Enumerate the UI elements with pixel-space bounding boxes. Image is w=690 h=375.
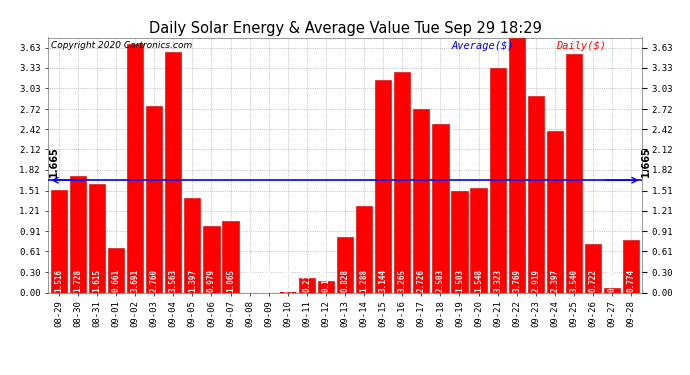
Bar	[299, 278, 315, 292]
Bar	[108, 248, 124, 292]
Text: 3.540: 3.540	[569, 269, 578, 292]
Text: 2.919: 2.919	[531, 269, 540, 292]
Bar	[89, 183, 105, 292]
Bar	[146, 106, 162, 292]
Bar	[528, 96, 544, 292]
Text: 1.665: 1.665	[49, 147, 59, 177]
Text: 0.000: 0.000	[264, 269, 273, 292]
Text: 0.000: 0.000	[245, 269, 254, 292]
Text: Average($): Average($)	[452, 41, 514, 51]
Text: 1.665: 1.665	[641, 147, 651, 177]
Text: 0.722: 0.722	[589, 269, 598, 292]
Text: 1.548: 1.548	[474, 269, 483, 292]
Bar	[375, 80, 391, 292]
Bar	[356, 206, 372, 292]
Text: 3.265: 3.265	[397, 269, 406, 292]
Text: 2.726: 2.726	[417, 269, 426, 292]
Bar	[433, 124, 448, 292]
Bar	[546, 131, 563, 292]
Bar	[451, 191, 468, 292]
Title: Daily Solar Energy & Average Value Tue Sep 29 18:29: Daily Solar Energy & Average Value Tue S…	[148, 21, 542, 36]
Bar	[50, 190, 67, 292]
Text: 0.063: 0.063	[608, 269, 617, 292]
Bar	[585, 244, 601, 292]
Bar	[509, 38, 525, 292]
Text: Copyright 2020 Cartronics.com: Copyright 2020 Cartronics.com	[51, 41, 193, 50]
Bar	[337, 237, 353, 292]
Bar	[222, 220, 239, 292]
Bar	[204, 226, 219, 292]
Text: 1.397: 1.397	[188, 269, 197, 292]
Bar	[127, 44, 144, 292]
Text: 3.769: 3.769	[512, 269, 521, 292]
Bar	[623, 240, 640, 292]
Text: 3.563: 3.563	[169, 269, 178, 292]
Text: 1.728: 1.728	[73, 269, 82, 292]
Text: 0.216: 0.216	[302, 269, 311, 292]
Text: 0.828: 0.828	[340, 269, 350, 292]
Text: 2.760: 2.760	[150, 269, 159, 292]
Text: 1.065: 1.065	[226, 269, 235, 292]
Text: 1.615: 1.615	[92, 269, 101, 292]
Bar	[566, 54, 582, 292]
Text: 1.503: 1.503	[455, 269, 464, 292]
Bar	[70, 176, 86, 292]
Text: 0.979: 0.979	[207, 269, 216, 292]
Bar	[394, 72, 411, 292]
Text: 2.397: 2.397	[551, 269, 560, 292]
Text: Daily($): Daily($)	[555, 41, 606, 51]
Text: 1.288: 1.288	[359, 269, 368, 292]
Bar	[184, 198, 201, 292]
Bar	[489, 68, 506, 292]
Text: 0.177: 0.177	[322, 269, 331, 292]
Text: 1.516: 1.516	[55, 269, 63, 292]
Bar	[471, 188, 486, 292]
Bar	[413, 109, 429, 292]
Bar	[165, 52, 181, 292]
Text: 3.144: 3.144	[379, 269, 388, 292]
Bar	[604, 288, 620, 292]
Text: 3.323: 3.323	[493, 269, 502, 292]
Text: 2.503: 2.503	[436, 269, 445, 292]
Text: 3.691: 3.691	[130, 269, 139, 292]
Text: 0.010: 0.010	[284, 269, 293, 292]
Text: 0.661: 0.661	[112, 269, 121, 292]
Text: 0.774: 0.774	[627, 269, 635, 292]
Bar	[318, 280, 334, 292]
